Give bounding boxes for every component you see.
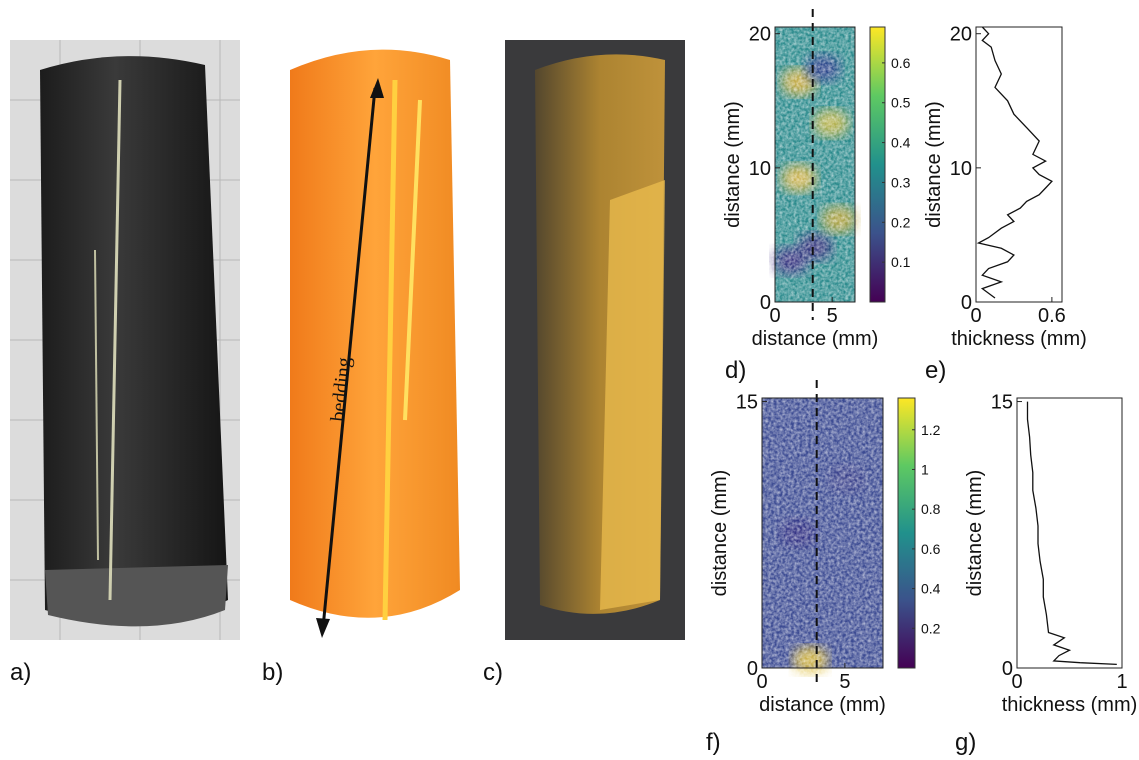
colorbar-tick-label: 0.2	[891, 214, 911, 230]
x-axis-label: distance (mm)	[752, 328, 879, 350]
colorbar-tick-label: 0.4	[921, 581, 941, 597]
heatmap-texture	[775, 27, 855, 302]
figure: bedding a) b) c) d) e) f) g) 0.1 0.2 0.3 0.…	[0, 0, 1139, 755]
colorbar-tick-label: 1	[921, 461, 929, 477]
x-tick-label: 1	[1116, 671, 1127, 693]
panel-label: b)	[262, 659, 283, 686]
y-tick-label: 20	[749, 24, 771, 46]
colorbar-tick-label: 0.6	[921, 541, 941, 557]
plot-frame	[1017, 398, 1122, 668]
y-tick-label: 15	[991, 392, 1013, 414]
colorbar	[870, 27, 885, 302]
colorbar-tick-label: 0.3	[891, 174, 911, 190]
profile-line	[979, 27, 1052, 298]
colorbar-tick-label: 0.1	[891, 254, 911, 270]
x-tick-label: 0	[769, 305, 780, 327]
x-tick-label: 0	[970, 305, 981, 327]
y-axis-label: distance (mm)	[722, 101, 744, 228]
y-tick-label: 0	[760, 292, 771, 314]
x-tick-label: 0	[756, 671, 767, 693]
x-tick-label: 5	[839, 671, 850, 693]
plot-frame	[976, 27, 1062, 302]
panel-label: c)	[483, 659, 503, 686]
x-axis-label: distance (mm)	[759, 694, 886, 716]
x-tick-label: 0	[1011, 671, 1022, 693]
y-tick-label: 20	[950, 24, 972, 46]
x-tick-label: 5	[827, 305, 838, 327]
y-axis-label: distance (mm)	[964, 470, 986, 597]
x-axis-label: thickness (mm)	[951, 328, 1087, 350]
heatmap-texture	[762, 398, 883, 668]
x-tick-label: 0.6	[1038, 305, 1066, 327]
panel-label: d)	[725, 357, 746, 384]
colorbar-tick-label: 0.4	[891, 135, 911, 151]
render-c	[505, 40, 685, 640]
y-tick-label: 0	[1002, 658, 1013, 680]
y-axis-label: distance (mm)	[923, 101, 945, 228]
x-axis-label: thickness (mm)	[1002, 694, 1138, 716]
colorbar-tick-label: 1.2	[921, 422, 941, 438]
colorbar	[898, 398, 915, 668]
panel-label: e)	[925, 357, 946, 384]
colorbar-tick-label: 0.8	[921, 501, 941, 517]
panel-label: f)	[706, 729, 721, 755]
y-tick-label: 0	[747, 658, 758, 680]
y-tick-label: 10	[950, 158, 972, 180]
photo-a	[10, 40, 240, 640]
y-tick-label: 10	[749, 158, 771, 180]
y-tick-label: 0	[961, 292, 972, 314]
colorbar-tick-label: 0.6	[891, 55, 911, 71]
profile-line	[1028, 402, 1117, 665]
colorbar-tick-label: 0.5	[891, 95, 911, 111]
colorbar-tick-label: 0.2	[921, 620, 941, 636]
render-b: bedding	[290, 50, 460, 638]
panel-label: a)	[10, 659, 31, 686]
y-axis-label: distance (mm)	[709, 470, 731, 597]
y-tick-label: 15	[736, 392, 758, 414]
panel-label: g)	[955, 729, 976, 755]
